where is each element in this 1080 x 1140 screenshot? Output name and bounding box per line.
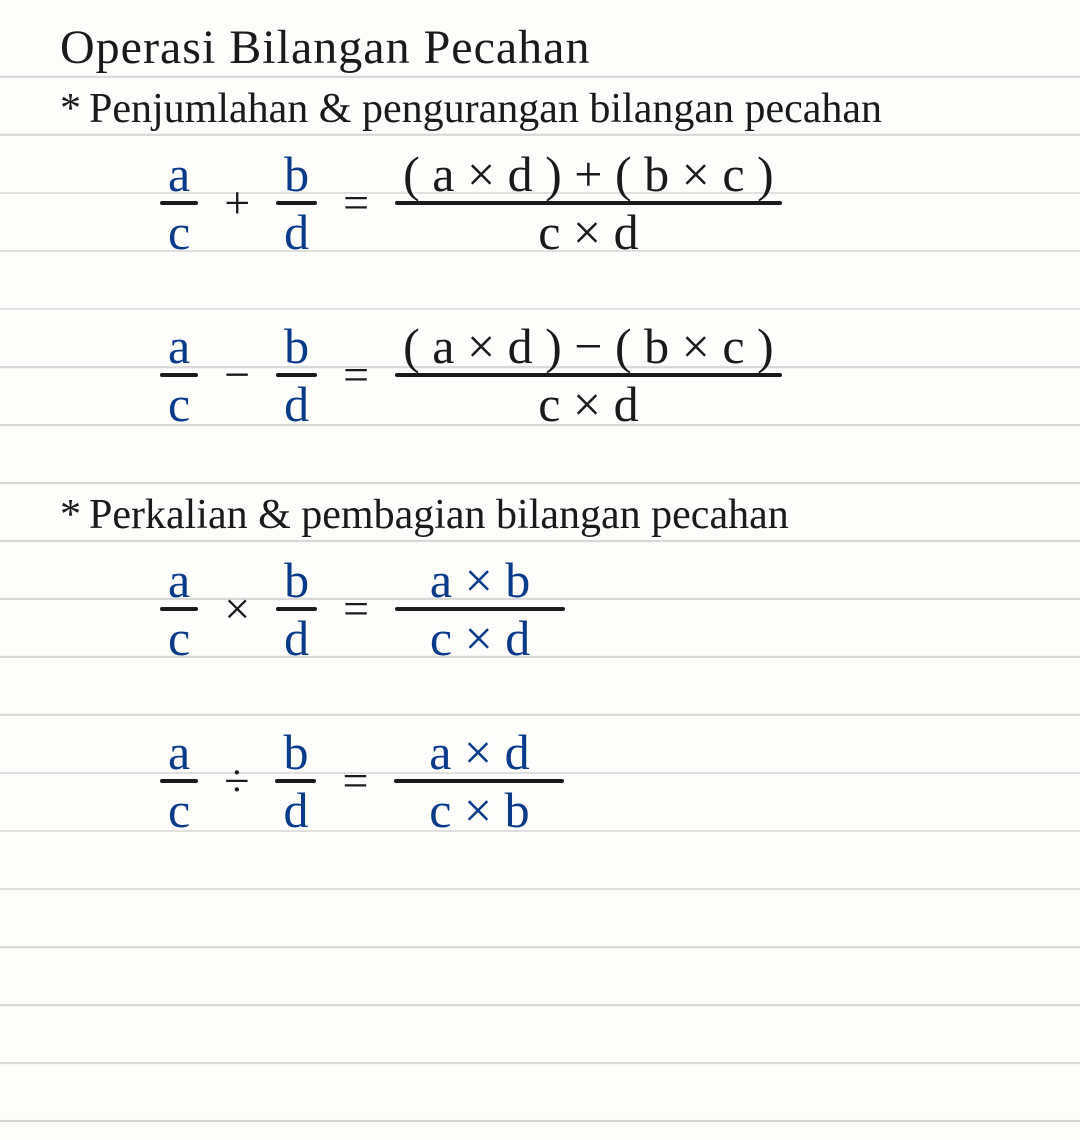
numerator: b <box>275 725 316 779</box>
asterisk-icon: * <box>60 492 81 538</box>
equals-sign: = <box>339 586 373 632</box>
equals-sign: = <box>338 758 372 804</box>
numerator: ( a × d ) + ( b × c ) <box>395 147 782 201</box>
equation-division: a c ÷ b d = a × d c × b <box>160 725 1040 837</box>
denominator: c × d <box>422 611 538 665</box>
numerator: b <box>276 553 317 607</box>
denominator: d <box>276 377 317 431</box>
numerator: a × b <box>422 553 538 607</box>
fraction-result: ( a × d ) − ( b × c ) c × d <box>395 319 782 431</box>
times-operator: × <box>220 586 254 632</box>
fraction-a-over-c: a c <box>160 147 198 259</box>
section1-heading: *Penjumlahan & pengurangan bilangan peca… <box>60 85 1040 133</box>
plus-operator: + <box>220 180 254 226</box>
fraction-a-over-c: a c <box>160 725 198 837</box>
denominator: c <box>160 783 198 837</box>
fraction-result: ( a × d ) + ( b × c ) c × d <box>395 147 782 259</box>
numerator: b <box>276 147 317 201</box>
denominator: d <box>276 205 317 259</box>
numerator: a <box>160 725 198 779</box>
fraction-b-over-d: b d <box>276 147 317 259</box>
numerator: a <box>160 147 198 201</box>
denominator: c <box>160 205 198 259</box>
section2-heading: *Perkalian & pembagian bilangan pecahan <box>60 491 1040 539</box>
equation-addition: a c + b d = ( a × d ) + ( b × c ) c × d <box>160 147 1040 259</box>
fraction-a-over-c: a c <box>160 553 198 665</box>
equation-multiplication: a c × b d = a × b c × d <box>160 553 1040 665</box>
section1-heading-text: Penjumlahan & pengurangan bilangan pecah… <box>89 86 882 132</box>
numerator: a <box>160 319 198 373</box>
fraction-b-over-d: b d <box>276 319 317 431</box>
numerator: a <box>160 553 198 607</box>
divide-operator: ÷ <box>220 758 253 804</box>
minus-operator: − <box>220 352 254 398</box>
denominator: c × b <box>421 783 537 837</box>
section2-heading-text: Perkalian & pembagian bilangan pecahan <box>89 492 789 538</box>
equals-sign: = <box>339 180 373 226</box>
denominator: c × d <box>530 205 646 259</box>
fraction-result: a × b c × d <box>395 553 565 665</box>
notes-content: Operasi Bilangan Pecahan *Penjumlahan & … <box>0 0 1080 837</box>
page-title: Operasi Bilangan Pecahan <box>60 20 1040 75</box>
fraction-b-over-d: b d <box>276 553 317 665</box>
numerator: a × d <box>421 725 537 779</box>
numerator: b <box>276 319 317 373</box>
denominator: c <box>160 377 198 431</box>
fraction-result: a × d c × b <box>394 725 564 837</box>
numerator: ( a × d ) − ( b × c ) <box>395 319 782 373</box>
denominator: d <box>275 783 316 837</box>
denominator: d <box>276 611 317 665</box>
denominator: c × d <box>530 377 646 431</box>
equals-sign: = <box>339 352 373 398</box>
equation-subtraction: a c − b d = ( a × d ) − ( b × c ) c × d <box>160 319 1040 431</box>
denominator: c <box>160 611 198 665</box>
asterisk-icon: * <box>60 86 81 132</box>
fraction-a-over-c: a c <box>160 319 198 431</box>
fraction-b-over-d: b d <box>275 725 316 837</box>
